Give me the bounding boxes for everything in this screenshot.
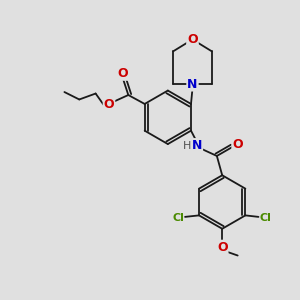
Text: N: N: [192, 139, 202, 152]
Text: O: O: [187, 33, 198, 46]
Text: N: N: [187, 77, 198, 91]
Text: O: O: [104, 98, 114, 111]
Text: H: H: [183, 140, 191, 151]
Text: O: O: [217, 241, 227, 254]
Text: O: O: [118, 67, 128, 80]
Text: Cl: Cl: [172, 213, 184, 224]
Text: Cl: Cl: [260, 213, 271, 224]
Text: O: O: [232, 138, 243, 151]
